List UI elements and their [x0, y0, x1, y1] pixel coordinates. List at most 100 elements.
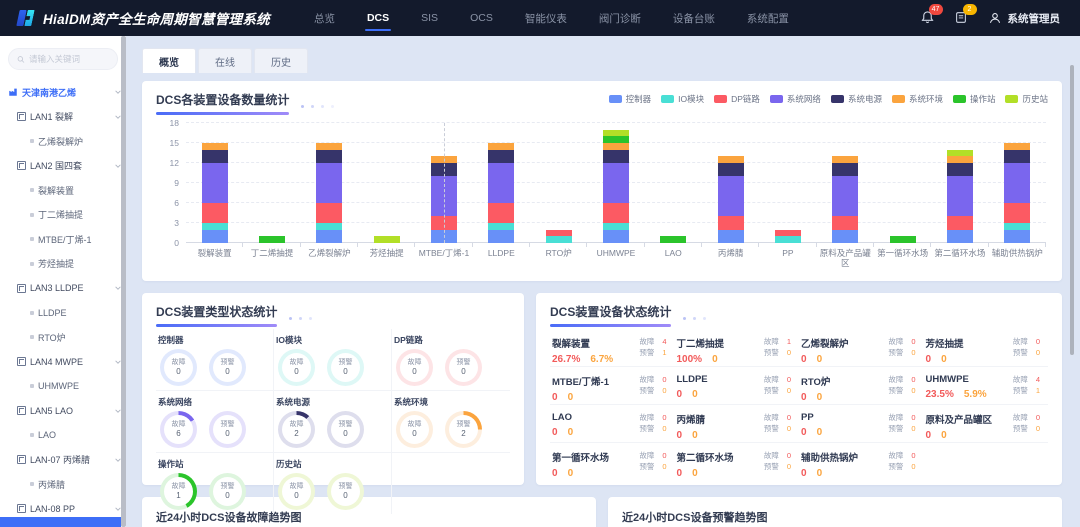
donut-value: 0 — [294, 490, 299, 500]
device-status-LAO: LAO 0 0 故障 0 预警 0 — [550, 405, 675, 443]
nav-item-6[interactable]: 阀门诊断 — [598, 12, 641, 25]
bar-segment-历史站 — [946, 149, 973, 157]
tab-1[interactable]: 概览 — [142, 48, 196, 73]
bar-segment-控制器 — [488, 229, 515, 243]
leaf-bullet-icon — [30, 433, 34, 438]
donut-label: 预警 — [338, 482, 353, 490]
device-status-芳烃抽提: 芳烃抽提 0 0 故障 0 预警 0 — [923, 329, 1048, 367]
bar-segment-系统环境 — [832, 156, 859, 164]
legend-label: 控制器 — [625, 94, 652, 104]
tree-node-7[interactable]: MTBE/丁烯-1 — [0, 227, 126, 252]
device-status-丁二烯抽提: 丁二烯抽提 100% 0 故障 1 预警 0 — [674, 329, 799, 367]
tree-node-8[interactable]: 芳烃抽提 — [0, 252, 126, 277]
nav-item-7[interactable]: 设备台账 — [672, 12, 715, 25]
device-name: 芳烃抽提 — [925, 339, 964, 350]
legend-item-7[interactable]: 操作站 — [952, 93, 995, 105]
legend-swatch — [830, 95, 844, 103]
device-status-第一循环水场: 第一循环水场 0 0 故障 0 预警 0 — [550, 443, 675, 481]
bar-原料及产品罐区[interactable] — [817, 123, 874, 243]
device-name: 裂解装置 — [552, 339, 591, 350]
device-warn-rate: 0 — [816, 392, 823, 403]
tree-node-13[interactable]: UHMWPE — [0, 374, 126, 399]
tree-node-17[interactable]: 丙烯腈 — [0, 472, 126, 497]
fault-label: 故障 — [1012, 337, 1028, 346]
fault-label: 故障 — [763, 337, 779, 346]
bar-segment-DP链路 — [774, 229, 801, 237]
tree-node-11[interactable]: RTO炉 — [0, 325, 126, 350]
type-group-系统网络: 系统网络 故障 6 预警 0 — [156, 391, 274, 453]
bar-丙烯腈[interactable] — [702, 123, 759, 243]
bar-丁二烯抽提[interactable] — [243, 123, 300, 243]
tab-2[interactable]: 在线 — [198, 48, 252, 73]
message-icon[interactable]: 2 — [954, 4, 977, 26]
x-axis-labels: 裂解装置 丁二烯抽提 乙烯裂解炉 芳烃抽提 MTBE/丁烯-1 LLDPE RTO炉 UHMW… — [186, 247, 1046, 269]
nav-item-3[interactable]: SIS — [421, 12, 439, 24]
device-name: 第一循环水场 — [552, 453, 610, 464]
sidebar-search[interactable] — [8, 48, 118, 70]
donut-value: 0 — [225, 366, 230, 376]
legend-label: 历史站 — [1022, 94, 1048, 104]
donut-label: 预警 — [338, 420, 353, 428]
tree-node-3[interactable]: 乙烯裂解炉 — [0, 129, 126, 154]
tree-node-2[interactable]: LAN1 裂解 — [0, 105, 126, 130]
bar-第二循环水场[interactable] — [931, 123, 988, 243]
tree-node-16[interactable]: LAN-07 丙烯腈 — [0, 448, 126, 473]
legend-item-1[interactable]: 控制器 — [608, 93, 652, 105]
tree-node-5[interactable]: 裂解装置 — [0, 178, 126, 203]
tree-node-4[interactable]: LAN2 国四套 — [0, 154, 126, 179]
bar-segment-历史站 — [373, 236, 400, 243]
tree-node-18[interactable]: LAN-08 PP — [0, 497, 126, 522]
nav-item-5[interactable]: 智能仪表 — [524, 12, 567, 25]
sidebar-scrollbar[interactable] — [121, 36, 126, 527]
bar-芳烃抽提[interactable] — [358, 123, 415, 243]
bar-LAO[interactable] — [645, 123, 702, 243]
bar-裂解装置[interactable] — [186, 123, 243, 243]
bell-icon[interactable]: 47 — [920, 4, 943, 26]
bar-第一循环水场[interactable] — [874, 123, 931, 243]
fault-count: 0 — [911, 413, 916, 422]
bar-辅助供热锅炉[interactable] — [989, 123, 1046, 243]
tree-node-6[interactable]: 丁二烯抽提 — [0, 203, 126, 228]
bar-segment-DP链路 — [717, 216, 744, 230]
bar-乙烯裂解炉[interactable] — [301, 123, 358, 243]
warn-count: 0 — [911, 348, 916, 358]
donut-value: 0 — [225, 428, 230, 438]
y-tick-label: 3 — [174, 218, 179, 228]
tree-node-12[interactable]: LAN4 MWPE — [0, 350, 126, 375]
tree-node-9[interactable]: LAN3 LLDPE — [0, 276, 126, 301]
legend-item-4[interactable]: 系统网络 — [769, 93, 821, 105]
legend-item-6[interactable]: 系统环境 — [891, 93, 943, 105]
nav-item-4[interactable]: OCS — [470, 12, 493, 24]
page-scrollbar[interactable] — [1070, 65, 1074, 355]
bar-MTBE/丁烯-1[interactable] — [415, 123, 472, 243]
bar-LLDPE[interactable] — [473, 123, 530, 243]
type-status-title: DCS装置类型状态统计 — [156, 303, 278, 327]
fault-count: 0 — [662, 413, 667, 422]
fault-label: 故障 — [888, 413, 904, 422]
nav-item-8[interactable]: 系统配置 — [746, 12, 789, 25]
user-menu[interactable]: 系统管理员 — [988, 11, 1060, 26]
chart-legend: 控制器 IO模块 DP链路 系统网络 系统电源 系统环境 操作站 历史站 — [608, 93, 1048, 105]
fault-label: 故障 — [1012, 413, 1028, 422]
device-fault-rate: 0 — [552, 427, 558, 438]
tree-node-10[interactable]: LLDPE — [0, 301, 126, 326]
device-fault-rate: 0 — [676, 389, 683, 400]
tree-node-14[interactable]: LAN5 LAO — [0, 399, 126, 424]
top-navbar: HialDM资产全生命周期智慧管理系统 总览 DCS SIS OCS 智能仪表 阀门诊断 设… — [0, 0, 1080, 36]
bar-PP[interactable] — [759, 123, 816, 243]
bar-UHMWPE[interactable] — [587, 123, 644, 243]
tree-node-1[interactable]: 天津南港乙烯 — [0, 80, 126, 105]
fault-trend-title: 近24小时DCS设备故障趋势图 — [156, 512, 302, 524]
tree-node-15[interactable]: LAO — [0, 423, 126, 448]
legend-item-8[interactable]: 历史站 — [1005, 93, 1048, 105]
search-input[interactable] — [29, 54, 109, 64]
legend-item-3[interactable]: DP链路 — [714, 93, 760, 105]
bar-RTO炉[interactable] — [530, 123, 587, 243]
legend-item-5[interactable]: 系统电源 — [830, 93, 882, 105]
tab-3[interactable]: 历史 — [254, 48, 308, 73]
nav-item-1[interactable]: 总览 — [313, 12, 335, 25]
nav-item-2[interactable]: DCS — [353, 0, 403, 36]
fault-count: 0 — [786, 451, 791, 460]
legend-item-2[interactable]: IO模块 — [661, 93, 704, 105]
warn-donut: 预警 0 — [327, 349, 364, 386]
